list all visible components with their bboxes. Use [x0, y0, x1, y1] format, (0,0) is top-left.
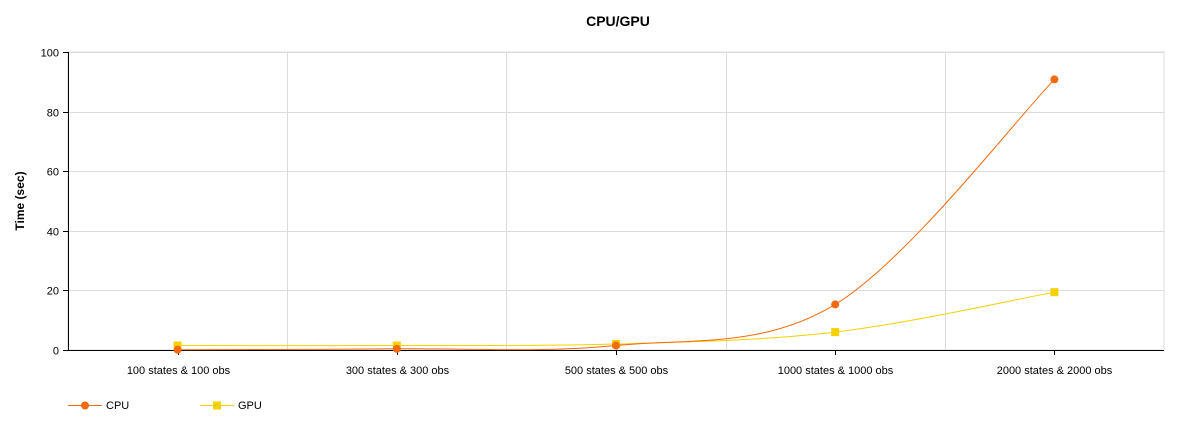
legend[interactable]: CPU GPU	[68, 400, 262, 412]
cpu-data-point[interactable]	[173, 345, 182, 354]
gpu-series-line	[177, 291, 1055, 347]
series-lines	[177, 79, 1055, 351]
y-tick-label: 100	[41, 48, 59, 60]
plot-frame	[67, 51, 1165, 351]
gpu-data-point[interactable]	[173, 341, 182, 350]
gpu-data-point[interactable]	[831, 328, 840, 337]
cpu-data-point[interactable]	[612, 341, 620, 350]
legend-item-cpu[interactable]: CPU	[68, 400, 129, 412]
x-tick-label: 1000 states & 1000 obs	[778, 365, 894, 377]
legend-marker-circle	[81, 401, 89, 410]
y-tick-label: 40	[47, 227, 59, 239]
y-tick-label: 80	[47, 108, 59, 120]
data-markers	[173, 75, 1059, 354]
legend-label: CPU	[106, 400, 129, 412]
grid-lines	[67, 51, 1165, 351]
axes: 0 20 40 60 80 100 100 states & 100 obs 300 stat…	[41, 48, 1164, 377]
y-tick-label: 20	[47, 286, 59, 298]
y-tick-label: 0	[53, 346, 59, 358]
cpu-data-point[interactable]	[1050, 75, 1059, 84]
legend-label: GPU	[238, 400, 262, 412]
y-tick-label: 60	[47, 167, 59, 179]
legend-marker-square	[213, 401, 221, 410]
y-axis-label: Time (sec)	[13, 171, 27, 230]
x-tick-label: 100 states & 100 obs	[127, 365, 231, 377]
gpu-data-point[interactable]	[1050, 288, 1059, 297]
x-tick-label: 300 states & 300 obs	[346, 365, 450, 377]
cpu-series-line	[177, 79, 1055, 351]
cpu-data-point[interactable]	[831, 300, 840, 309]
x-tick-label: 500 states & 500 obs	[565, 365, 669, 377]
legend-item-gpu[interactable]: GPU	[200, 400, 262, 412]
chart-title: CPU/GPU	[586, 13, 650, 29]
x-tick-label: 2000 states & 2000 obs	[997, 365, 1113, 377]
cpu-data-point[interactable]	[392, 344, 401, 353]
